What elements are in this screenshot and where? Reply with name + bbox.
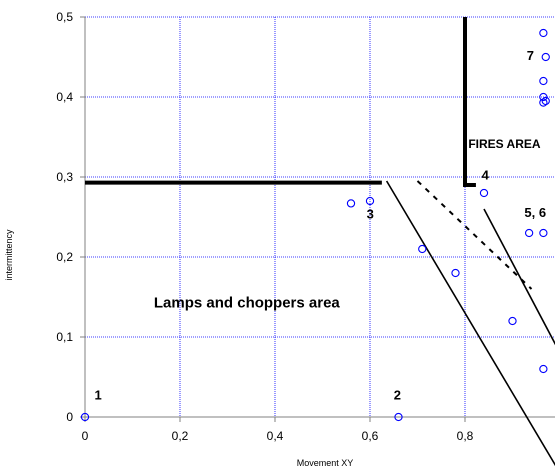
data-point: [346, 199, 356, 208]
x-tick-label: 0,8: [457, 429, 474, 443]
data-point: [541, 96, 550, 106]
annotation-label: 1: [95, 387, 102, 402]
data-point: [539, 28, 548, 38]
y-tick-label: 0,3: [56, 170, 73, 184]
data-point: [524, 228, 534, 238]
data-point: [418, 244, 427, 254]
x-axis-label: Movement XY: [297, 458, 354, 468]
grid-layer: [85, 16, 555, 417]
data-points: [80, 28, 550, 422]
y-tick-label: 0,1: [56, 330, 73, 344]
x-tick-label: 0,6: [362, 429, 379, 443]
annotation-label: Lamps and choppers area: [154, 294, 341, 311]
data-point: [539, 92, 548, 102]
data-point: [508, 316, 517, 326]
annotation-label: 7: [527, 48, 534, 63]
data-point: [539, 98, 548, 107]
region-boundary-solid: [483, 208, 555, 346]
y-tick-label: 0,2: [56, 250, 73, 264]
annotation-label: 3: [367, 207, 374, 222]
data-point: [539, 228, 548, 238]
axis-layer: 0 0,2 0,4 0,6 0,8 0 0,1 0,2 0,3 0,4 0,5: [56, 10, 555, 443]
data-point: [479, 188, 489, 198]
data-point: [539, 76, 548, 86]
data-point: [365, 196, 375, 206]
region-boundary-dashed: [416, 180, 533, 290]
x-tick-label: 0,2: [172, 429, 189, 443]
x-tick-label: 0,4: [267, 429, 284, 443]
annotations: 1 2 3 4 5, 6 7 FIRES AREA Lamps and choppers ar…: [95, 48, 547, 402]
data-point: [80, 412, 90, 422]
y-tick-label: 0: [66, 410, 73, 424]
data-point: [451, 268, 460, 278]
y-tick-label: 0,5: [56, 10, 73, 24]
annotation-label: 2: [394, 387, 401, 402]
region-boundary-solid: [385, 180, 555, 467]
region-boundaries: [85, 17, 555, 467]
annotation-label: 4: [482, 167, 490, 182]
region-boundary-thick: [463, 17, 476, 187]
annotation-label: FIRES AREA: [468, 137, 541, 151]
data-point: [539, 364, 548, 374]
y-axis-label: intermittency: [4, 229, 14, 281]
y-tick-label: 0,4: [56, 90, 73, 104]
x-tick-label: 0: [82, 429, 89, 443]
annotation-label: 5, 6: [524, 205, 546, 220]
data-point: [394, 412, 403, 422]
data-point: [541, 52, 550, 62]
